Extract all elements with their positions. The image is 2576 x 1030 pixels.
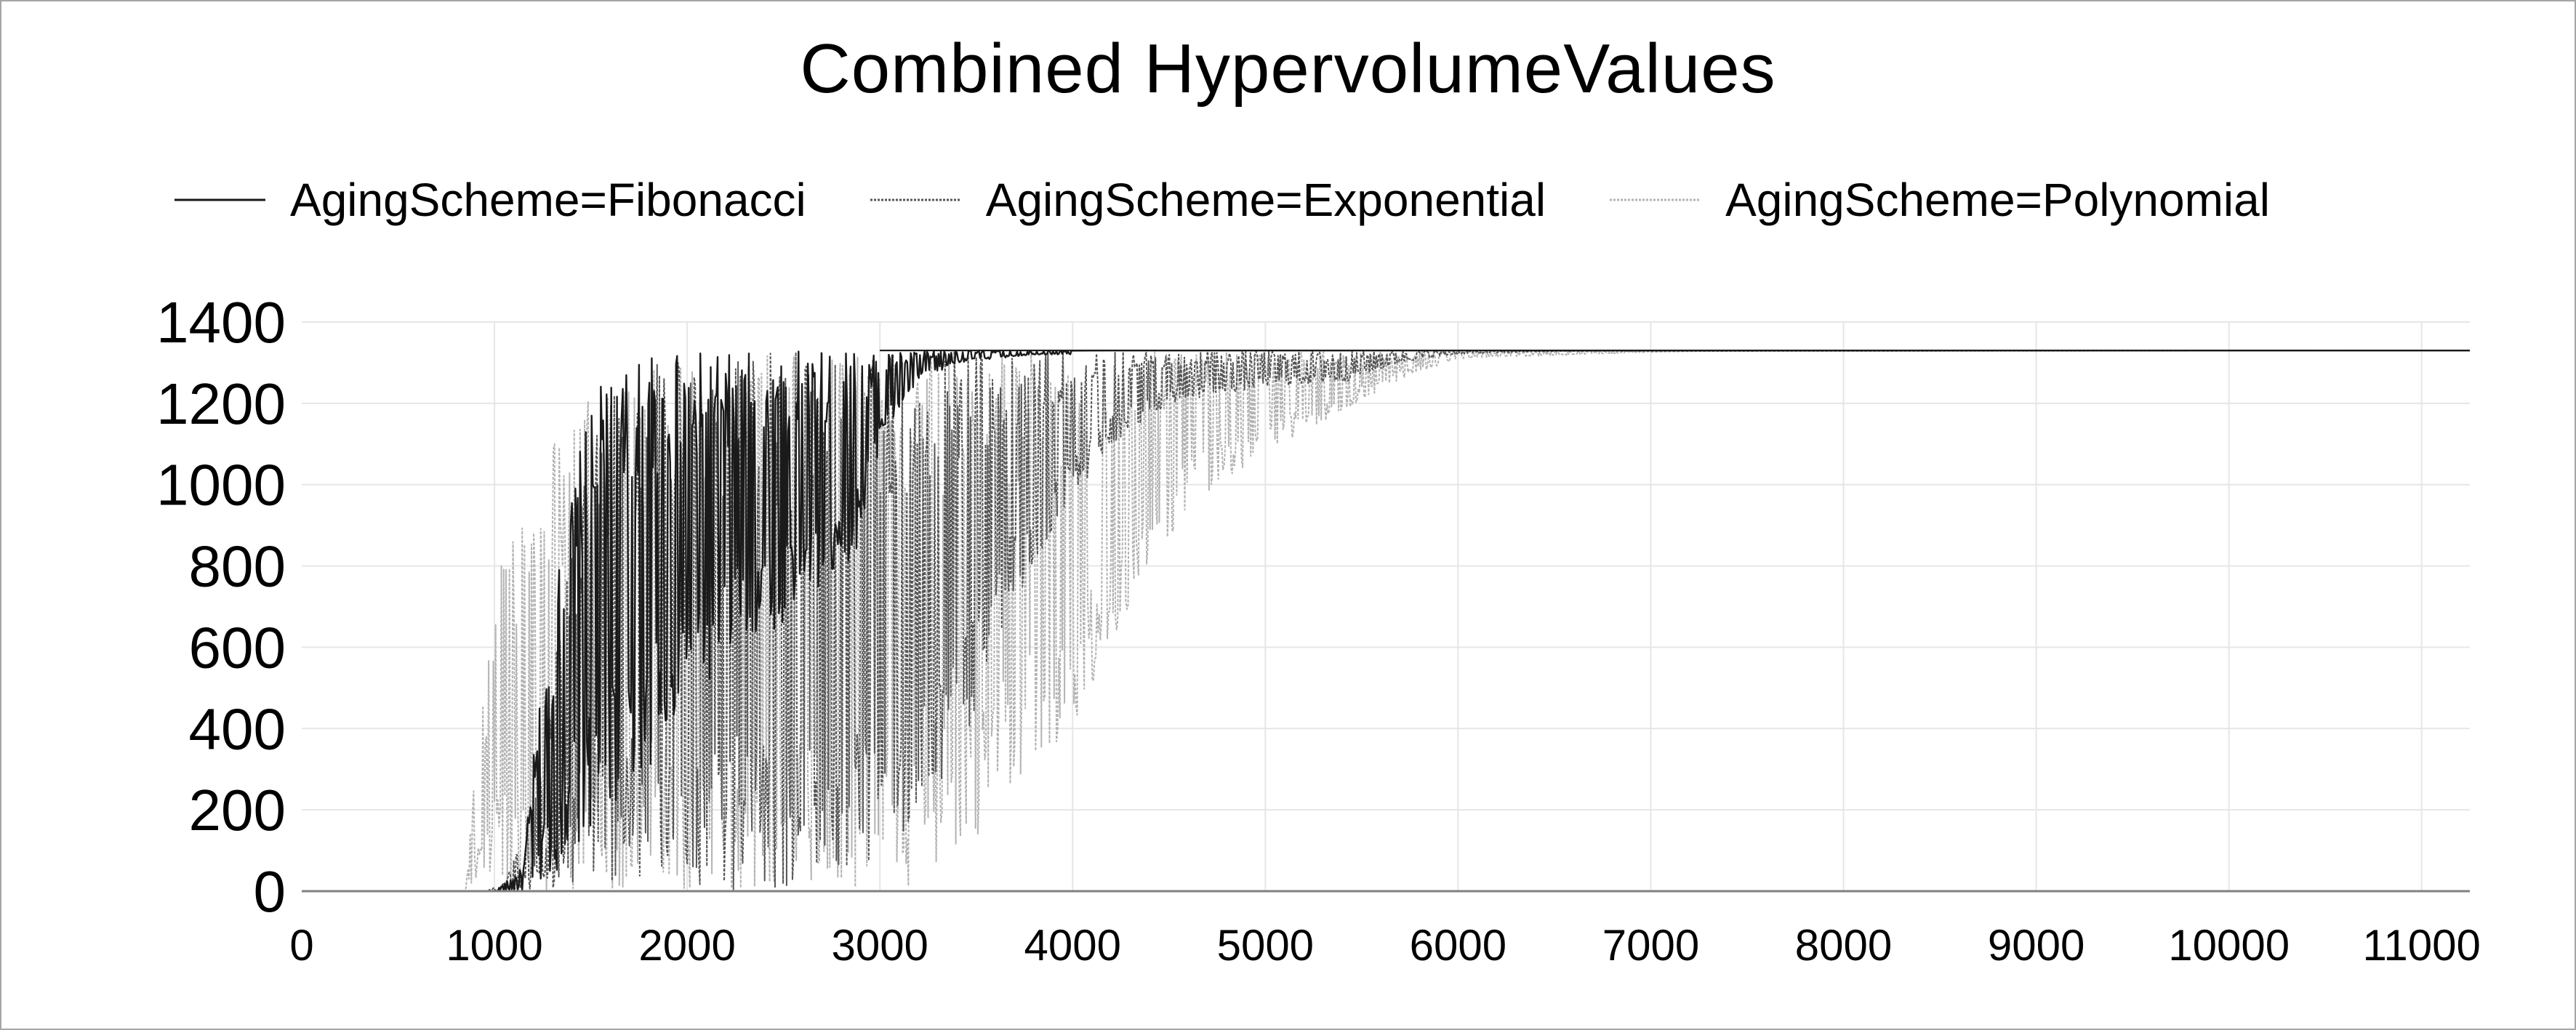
chart-title: Combined HypervolumeValues [800,30,1776,108]
y-tick-label: 0 [254,859,286,924]
y-tick-label: 200 [189,778,286,842]
y-tick-label: 1400 [156,290,286,355]
series-fibonacci [302,350,2470,893]
series-line [302,350,2470,893]
legend-item-exponential: AgingScheme=Exponential [870,173,1546,227]
x-tick-label: 5000 [1217,921,1314,970]
x-tick-label: 6000 [1410,921,1506,970]
legend-item-polynomial: AgingScheme=Polynomial [1610,173,2270,227]
legend-label-exponential: AgingScheme=Exponential [985,174,1546,226]
x-tick-label: 0 [289,921,313,970]
x-tick-label: 3000 [831,921,928,970]
tick-label-layer: 0 200 400 600 800 1000 1200 1400 0 1000 2000 3000 40… [156,290,2481,970]
x-tick-label: 9000 [1988,921,2085,970]
y-tick-label: 1200 [156,371,286,436]
series-line [302,350,2471,892]
chart-legend: AgingScheme=Fibonacci AgingScheme=Expone… [174,164,2334,236]
x-tick-label: 2000 [638,921,735,970]
x-tick-label: 1000 [446,921,542,970]
x-tick-label: 4000 [1024,921,1121,970]
x-tick-label: 7000 [1602,921,1699,970]
legend-item-fibonacci: AgingScheme=Fibonacci [174,173,806,227]
y-tick-label: 600 [189,615,286,680]
y-tick-label: 400 [189,696,286,761]
legend-swatch-fibonacci [174,198,265,201]
x-tick-label: 10000 [2168,921,2290,970]
legend-swatch-polynomial [1610,198,1701,201]
x-tick-label: 11000 [2363,921,2481,970]
legend-swatch-exponential [870,198,961,201]
series-layer [302,350,2471,893]
legend-label-fibonacci: AgingScheme=Fibonacci [290,174,806,226]
y-tick-label: 800 [189,534,286,599]
x-tick-label: 8000 [1795,921,1892,970]
y-tick-label: 1000 [156,453,286,518]
series-line [302,350,2471,892]
legend-label-polynomial: AgingScheme=Polynomial [1725,174,2270,226]
